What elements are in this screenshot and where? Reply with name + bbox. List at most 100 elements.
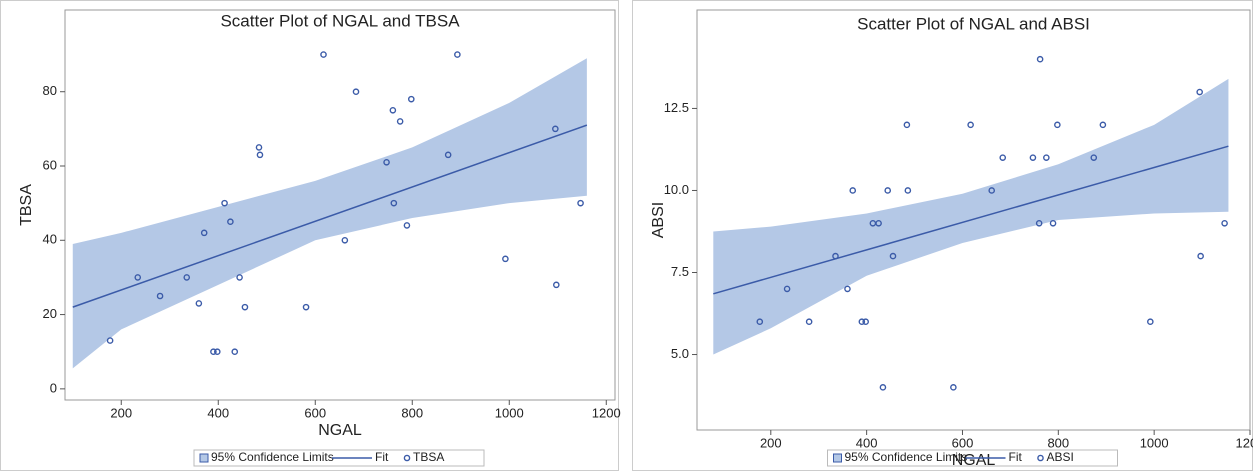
point — [106, 337, 114, 344]
point — [1147, 318, 1154, 326]
point — [904, 187, 912, 194]
chart-title: Scatter Plot of NGAL and ABSI — [857, 14, 1090, 33]
confidence-band — [713, 78, 1229, 355]
point — [454, 51, 461, 58]
point — [756, 318, 764, 326]
point — [875, 219, 882, 227]
point — [407, 95, 415, 103]
legend-swatch — [833, 453, 842, 463]
point — [1196, 88, 1203, 96]
point — [988, 187, 996, 194]
point — [1043, 154, 1050, 161]
point — [879, 384, 887, 391]
y-tick-label: 40 — [43, 232, 57, 247]
point — [352, 88, 360, 96]
point — [241, 303, 249, 311]
x-tick-label: 1200 — [1236, 435, 1253, 450]
y-tick-label: 7.5 — [671, 264, 689, 279]
y-axis-title: ABSI — [650, 202, 667, 238]
x-axis-title: NGAL — [952, 452, 996, 469]
fit-line — [72, 124, 588, 308]
legend-label: TBSA — [413, 450, 444, 464]
y-tick-label: 10.0 — [664, 182, 689, 197]
point — [320, 51, 327, 58]
x-tick-label: 1000 — [1140, 435, 1169, 450]
point — [783, 285, 791, 293]
legend-marker — [1037, 454, 1044, 462]
x-tick-label: 800 — [401, 405, 423, 420]
x-tick-label: 1200 — [592, 405, 621, 420]
point — [444, 151, 452, 159]
point — [341, 236, 349, 244]
point — [231, 348, 239, 356]
chart-title: Scatter Plot of NGAL and TBSA — [220, 11, 460, 30]
point — [213, 348, 221, 356]
y-tick-label: 20 — [43, 306, 57, 321]
x-axis-title: NGAL — [318, 422, 362, 439]
point — [183, 274, 191, 281]
plot-frame — [696, 9, 1251, 431]
x-tick-label: 800 — [1047, 435, 1069, 450]
legend-label: Fit — [375, 450, 389, 464]
point — [1036, 55, 1044, 63]
y-tick-label: 80 — [43, 83, 57, 98]
x-tick-label: 200 — [110, 405, 132, 420]
x-tick-label: 400 — [207, 405, 229, 420]
x-tick-label: 200 — [760, 435, 782, 450]
x-tick-label: 400 — [856, 435, 878, 450]
point — [195, 300, 203, 307]
y-tick-label: 5.0 — [671, 346, 689, 361]
point — [256, 151, 264, 159]
point — [999, 154, 1007, 161]
point — [502, 255, 509, 263]
point — [383, 158, 390, 166]
legend-label: ABSI — [1047, 450, 1074, 464]
point — [403, 222, 411, 229]
point — [862, 318, 869, 326]
x-tick-label: 600 — [952, 435, 974, 450]
point — [950, 384, 957, 391]
point — [1099, 121, 1107, 129]
legend-marker — [403, 454, 411, 462]
point — [302, 303, 310, 311]
point — [1090, 154, 1098, 161]
point — [1049, 219, 1057, 227]
point — [889, 252, 897, 260]
point — [884, 187, 892, 194]
point — [390, 199, 398, 207]
y-tick-label: 60 — [43, 157, 57, 172]
point — [200, 229, 208, 237]
legend-label: Fit — [1009, 450, 1023, 464]
legend-label: 95% Confidence Limits — [845, 450, 968, 464]
legend-swatch — [199, 453, 209, 463]
point — [967, 121, 974, 129]
point — [396, 118, 404, 125]
point — [389, 106, 397, 114]
plot-frame — [64, 9, 616, 401]
y-tick-label: 0 — [50, 380, 57, 395]
legend-frame — [193, 449, 485, 467]
legend-label: 95% Confidence Limits — [211, 450, 334, 464]
point — [255, 144, 263, 151]
point — [1221, 219, 1228, 227]
point — [134, 274, 142, 281]
y-tick-label: 12.5 — [664, 100, 689, 115]
legend-frame — [827, 449, 1118, 467]
point — [1035, 219, 1043, 227]
point — [227, 218, 234, 226]
point — [1197, 252, 1204, 260]
x-tick-label: 600 — [304, 405, 326, 420]
fit-line — [713, 145, 1229, 295]
point — [844, 285, 851, 293]
point — [156, 292, 164, 300]
point — [1054, 121, 1061, 129]
point — [553, 281, 560, 289]
point — [832, 252, 839, 260]
point — [1029, 154, 1037, 161]
point — [805, 318, 813, 326]
confidence-band — [72, 58, 587, 369]
point — [858, 318, 866, 326]
point — [849, 187, 857, 194]
y-axis-title: TBSA — [18, 184, 35, 226]
